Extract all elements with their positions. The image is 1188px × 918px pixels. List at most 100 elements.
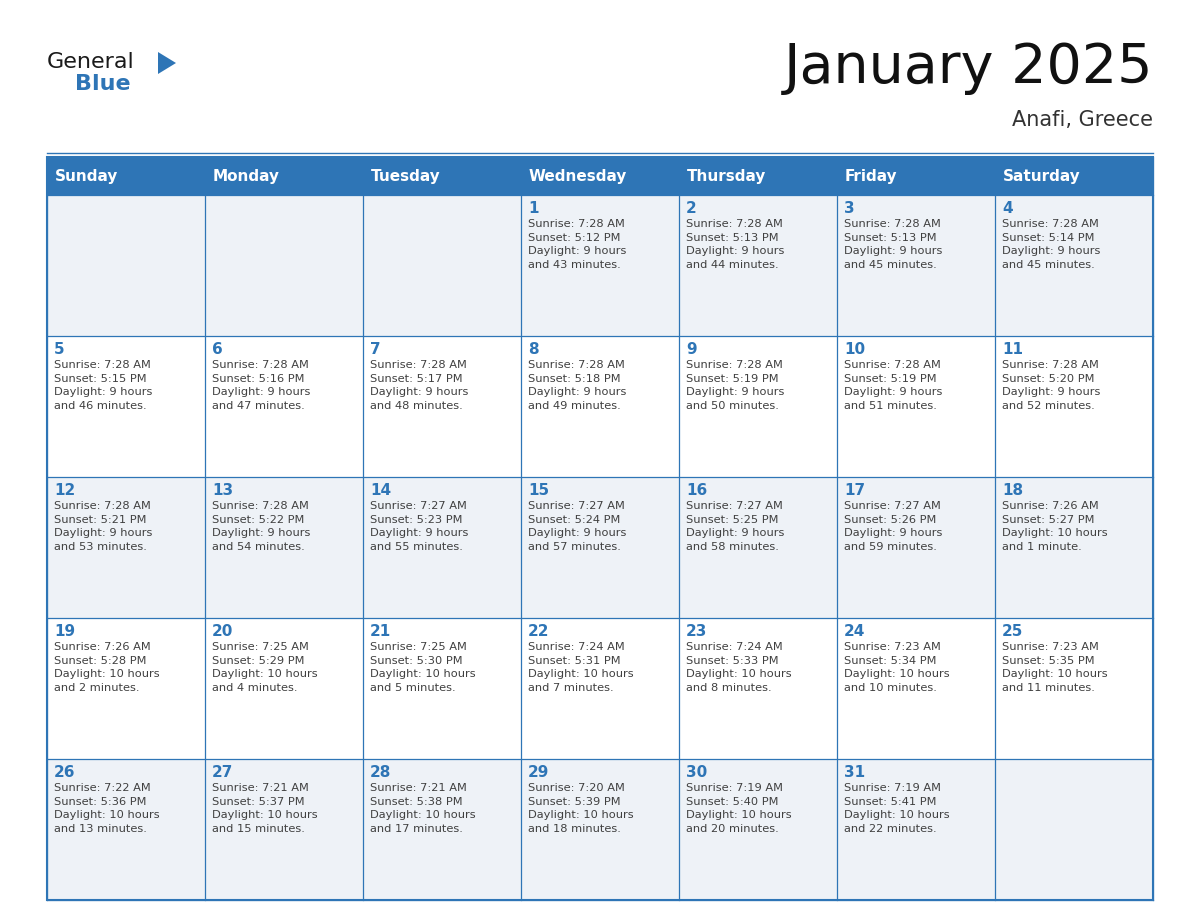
Bar — [838, 195, 996, 336]
Text: 11: 11 — [1001, 342, 1023, 357]
Bar — [206, 157, 364, 195]
Text: 6: 6 — [211, 342, 223, 357]
Bar — [364, 618, 522, 759]
Text: 22: 22 — [527, 624, 550, 639]
Bar — [206, 195, 364, 336]
Bar — [206, 336, 364, 477]
Text: 14: 14 — [369, 483, 391, 498]
Text: Sunrise: 7:26 AM
Sunset: 5:28 PM
Daylight: 10 hours
and 2 minutes.: Sunrise: 7:26 AM Sunset: 5:28 PM Dayligh… — [53, 642, 159, 693]
Text: Sunrise: 7:28 AM
Sunset: 5:14 PM
Daylight: 9 hours
and 45 minutes.: Sunrise: 7:28 AM Sunset: 5:14 PM Dayligh… — [1001, 219, 1100, 270]
Text: Sunrise: 7:27 AM
Sunset: 5:26 PM
Daylight: 9 hours
and 59 minutes.: Sunrise: 7:27 AM Sunset: 5:26 PM Dayligh… — [843, 501, 942, 552]
Text: Sunrise: 7:25 AM
Sunset: 5:30 PM
Daylight: 10 hours
and 5 minutes.: Sunrise: 7:25 AM Sunset: 5:30 PM Dayligh… — [369, 642, 475, 693]
Text: 10: 10 — [843, 342, 865, 357]
Bar — [364, 157, 522, 195]
Text: 5: 5 — [53, 342, 64, 357]
Text: 31: 31 — [843, 765, 865, 780]
Bar — [48, 157, 206, 195]
Text: 3: 3 — [843, 201, 854, 216]
Text: 13: 13 — [211, 483, 233, 498]
Bar — [680, 336, 838, 477]
Text: Blue: Blue — [75, 74, 131, 94]
Text: 19: 19 — [53, 624, 75, 639]
Text: 9: 9 — [685, 342, 696, 357]
Text: Sunrise: 7:28 AM
Sunset: 5:13 PM
Daylight: 9 hours
and 44 minutes.: Sunrise: 7:28 AM Sunset: 5:13 PM Dayligh… — [685, 219, 784, 270]
Text: 23: 23 — [685, 624, 707, 639]
Bar — [364, 759, 522, 900]
Bar — [48, 477, 206, 618]
Bar — [522, 157, 680, 195]
Bar — [206, 477, 364, 618]
Text: 30: 30 — [685, 765, 707, 780]
Bar — [838, 759, 996, 900]
Bar — [522, 195, 680, 336]
Text: Sunrise: 7:25 AM
Sunset: 5:29 PM
Daylight: 10 hours
and 4 minutes.: Sunrise: 7:25 AM Sunset: 5:29 PM Dayligh… — [211, 642, 317, 693]
Bar — [996, 618, 1154, 759]
Text: 4: 4 — [1001, 201, 1012, 216]
Bar — [364, 477, 522, 618]
Bar — [48, 157, 1154, 900]
Text: Friday: Friday — [845, 169, 898, 184]
Text: 25: 25 — [1001, 624, 1023, 639]
Text: 1: 1 — [527, 201, 538, 216]
Bar — [364, 336, 522, 477]
Bar — [680, 157, 838, 195]
Text: Sunrise: 7:21 AM
Sunset: 5:37 PM
Daylight: 10 hours
and 15 minutes.: Sunrise: 7:21 AM Sunset: 5:37 PM Dayligh… — [211, 783, 317, 834]
Bar — [206, 618, 364, 759]
Text: Sunrise: 7:28 AM
Sunset: 5:19 PM
Daylight: 9 hours
and 50 minutes.: Sunrise: 7:28 AM Sunset: 5:19 PM Dayligh… — [685, 360, 784, 410]
Text: Anafi, Greece: Anafi, Greece — [1012, 110, 1154, 130]
Text: 2: 2 — [685, 201, 696, 216]
Text: Sunrise: 7:28 AM
Sunset: 5:21 PM
Daylight: 9 hours
and 53 minutes.: Sunrise: 7:28 AM Sunset: 5:21 PM Dayligh… — [53, 501, 152, 552]
Bar — [680, 477, 838, 618]
Text: Tuesday: Tuesday — [371, 169, 441, 184]
Bar — [996, 477, 1154, 618]
Text: Wednesday: Wednesday — [529, 169, 627, 184]
Text: Sunrise: 7:27 AM
Sunset: 5:24 PM
Daylight: 9 hours
and 57 minutes.: Sunrise: 7:27 AM Sunset: 5:24 PM Dayligh… — [527, 501, 626, 552]
Bar — [838, 157, 996, 195]
Text: 7: 7 — [369, 342, 380, 357]
Text: Sunrise: 7:28 AM
Sunset: 5:22 PM
Daylight: 9 hours
and 54 minutes.: Sunrise: 7:28 AM Sunset: 5:22 PM Dayligh… — [211, 501, 310, 552]
Bar — [680, 759, 838, 900]
Bar — [996, 195, 1154, 336]
Text: Sunrise: 7:24 AM
Sunset: 5:31 PM
Daylight: 10 hours
and 7 minutes.: Sunrise: 7:24 AM Sunset: 5:31 PM Dayligh… — [527, 642, 633, 693]
Text: Monday: Monday — [213, 169, 280, 184]
Text: Sunrise: 7:28 AM
Sunset: 5:20 PM
Daylight: 9 hours
and 52 minutes.: Sunrise: 7:28 AM Sunset: 5:20 PM Dayligh… — [1001, 360, 1100, 410]
Text: Sunday: Sunday — [55, 169, 119, 184]
Text: 17: 17 — [843, 483, 865, 498]
Text: 27: 27 — [211, 765, 233, 780]
Text: Saturday: Saturday — [1003, 169, 1081, 184]
Text: Sunrise: 7:28 AM
Sunset: 5:16 PM
Daylight: 9 hours
and 47 minutes.: Sunrise: 7:28 AM Sunset: 5:16 PM Dayligh… — [211, 360, 310, 410]
Text: Sunrise: 7:28 AM
Sunset: 5:17 PM
Daylight: 9 hours
and 48 minutes.: Sunrise: 7:28 AM Sunset: 5:17 PM Dayligh… — [369, 360, 468, 410]
Text: 12: 12 — [53, 483, 75, 498]
Text: Sunrise: 7:22 AM
Sunset: 5:36 PM
Daylight: 10 hours
and 13 minutes.: Sunrise: 7:22 AM Sunset: 5:36 PM Dayligh… — [53, 783, 159, 834]
Text: Sunrise: 7:23 AM
Sunset: 5:34 PM
Daylight: 10 hours
and 10 minutes.: Sunrise: 7:23 AM Sunset: 5:34 PM Dayligh… — [843, 642, 949, 693]
Bar — [996, 759, 1154, 900]
Text: Sunrise: 7:27 AM
Sunset: 5:23 PM
Daylight: 9 hours
and 55 minutes.: Sunrise: 7:27 AM Sunset: 5:23 PM Dayligh… — [369, 501, 468, 552]
Bar — [48, 195, 206, 336]
Text: Sunrise: 7:19 AM
Sunset: 5:40 PM
Daylight: 10 hours
and 20 minutes.: Sunrise: 7:19 AM Sunset: 5:40 PM Dayligh… — [685, 783, 791, 834]
Bar — [364, 195, 522, 336]
Text: 15: 15 — [527, 483, 549, 498]
Text: Sunrise: 7:28 AM
Sunset: 5:18 PM
Daylight: 9 hours
and 49 minutes.: Sunrise: 7:28 AM Sunset: 5:18 PM Dayligh… — [527, 360, 626, 410]
Text: Sunrise: 7:28 AM
Sunset: 5:15 PM
Daylight: 9 hours
and 46 minutes.: Sunrise: 7:28 AM Sunset: 5:15 PM Dayligh… — [53, 360, 152, 410]
Bar — [838, 477, 996, 618]
Polygon shape — [158, 52, 176, 74]
Text: Sunrise: 7:28 AM
Sunset: 5:13 PM
Daylight: 9 hours
and 45 minutes.: Sunrise: 7:28 AM Sunset: 5:13 PM Dayligh… — [843, 219, 942, 270]
Text: 18: 18 — [1001, 483, 1023, 498]
Text: Sunrise: 7:28 AM
Sunset: 5:12 PM
Daylight: 9 hours
and 43 minutes.: Sunrise: 7:28 AM Sunset: 5:12 PM Dayligh… — [527, 219, 626, 270]
Bar — [996, 336, 1154, 477]
Bar — [680, 618, 838, 759]
Bar — [522, 618, 680, 759]
Text: 29: 29 — [527, 765, 549, 780]
Bar — [680, 195, 838, 336]
Text: Sunrise: 7:21 AM
Sunset: 5:38 PM
Daylight: 10 hours
and 17 minutes.: Sunrise: 7:21 AM Sunset: 5:38 PM Dayligh… — [369, 783, 475, 834]
Text: 20: 20 — [211, 624, 233, 639]
Text: 24: 24 — [843, 624, 865, 639]
Text: Sunrise: 7:23 AM
Sunset: 5:35 PM
Daylight: 10 hours
and 11 minutes.: Sunrise: 7:23 AM Sunset: 5:35 PM Dayligh… — [1001, 642, 1107, 693]
Text: Sunrise: 7:24 AM
Sunset: 5:33 PM
Daylight: 10 hours
and 8 minutes.: Sunrise: 7:24 AM Sunset: 5:33 PM Dayligh… — [685, 642, 791, 693]
Text: Thursday: Thursday — [687, 169, 766, 184]
Text: Sunrise: 7:28 AM
Sunset: 5:19 PM
Daylight: 9 hours
and 51 minutes.: Sunrise: 7:28 AM Sunset: 5:19 PM Dayligh… — [843, 360, 942, 410]
Text: 26: 26 — [53, 765, 76, 780]
Text: Sunrise: 7:20 AM
Sunset: 5:39 PM
Daylight: 10 hours
and 18 minutes.: Sunrise: 7:20 AM Sunset: 5:39 PM Dayligh… — [527, 783, 633, 834]
Bar — [522, 336, 680, 477]
Text: 21: 21 — [369, 624, 391, 639]
